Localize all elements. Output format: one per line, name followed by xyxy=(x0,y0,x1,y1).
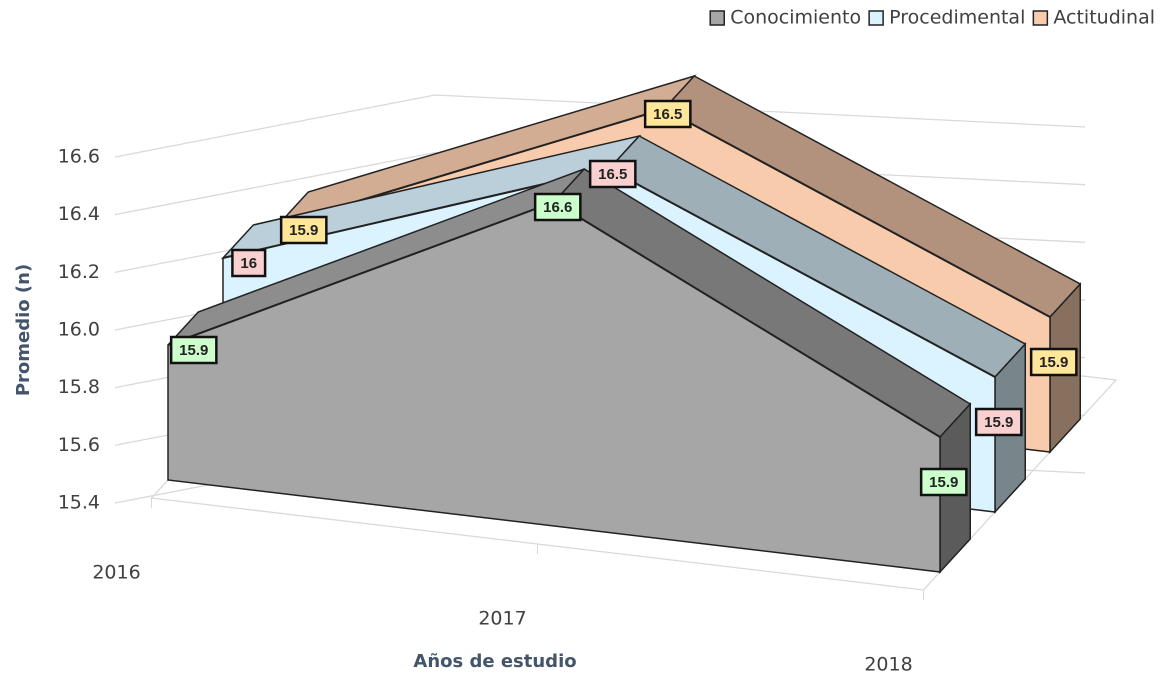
y-tick-label: 16.6 xyxy=(58,146,100,168)
data-label-box xyxy=(279,215,328,245)
legend-swatch xyxy=(1032,10,1049,26)
y-axis-title: Promedio (n) xyxy=(13,264,34,396)
y-tick-label: 16.0 xyxy=(58,319,100,341)
data-label-box xyxy=(643,99,692,129)
data-label: 16.6 xyxy=(543,199,572,216)
y-tick-label: 16.4 xyxy=(58,203,100,225)
data-label: 15.9 xyxy=(179,342,208,359)
data-label: 15.9 xyxy=(929,474,958,491)
legend-label: Actitudinal xyxy=(1053,7,1155,29)
y-tick-label: 15.8 xyxy=(58,376,100,398)
x-axis-title: Años de estudio xyxy=(413,651,576,672)
data-label-box xyxy=(533,192,582,222)
data-label-box xyxy=(588,159,637,189)
grid-line xyxy=(114,94,1086,158)
data-label: 15.9 xyxy=(984,414,1013,431)
legend-label: Conocimiento xyxy=(730,7,861,29)
x-tick-label: 2016 xyxy=(92,562,140,584)
data-label-box xyxy=(1029,347,1078,377)
data-label-box xyxy=(919,467,968,497)
data-label: 16.5 xyxy=(598,166,627,183)
legend-swatch xyxy=(709,10,725,26)
data-label-box xyxy=(974,407,1023,437)
y-tick-label: 16.2 xyxy=(58,261,100,283)
data-label-box xyxy=(169,335,218,365)
y-tick-label: 15.6 xyxy=(58,434,100,456)
data-label: 16.5 xyxy=(653,106,682,123)
y-tick-label: 15.4 xyxy=(58,492,100,514)
x-tick-label: 2017 xyxy=(478,608,526,630)
legend-swatch xyxy=(868,10,884,26)
x-tick-label: 2018 xyxy=(864,654,912,674)
series-0 xyxy=(167,168,972,574)
data-label-box xyxy=(231,248,267,278)
legend-label: Procedimental xyxy=(889,7,1025,29)
data-label: 15.9 xyxy=(289,222,318,239)
data-label: 16 xyxy=(240,255,257,272)
data-label: 15.9 xyxy=(1039,354,1068,371)
